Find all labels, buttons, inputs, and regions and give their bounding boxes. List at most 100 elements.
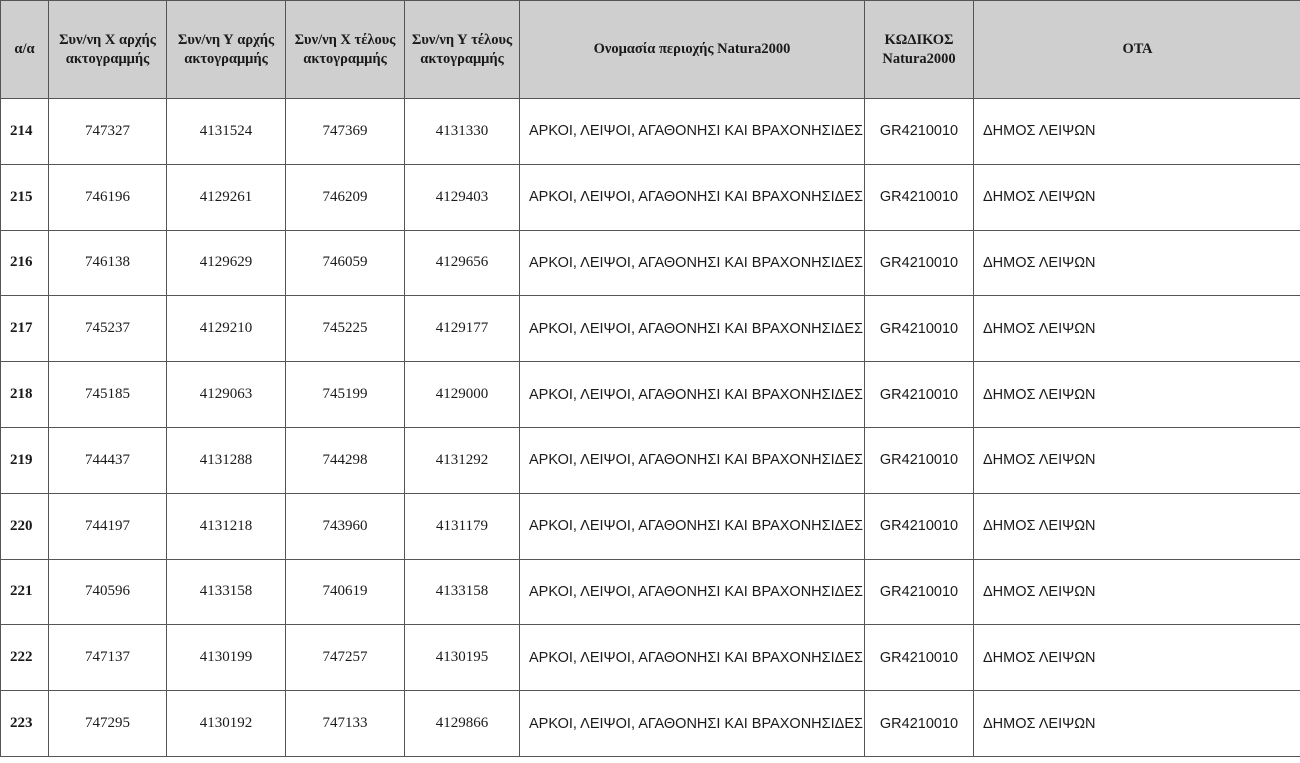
header-row: α/α Συν/νη Χ αρχής ακτογραμμής Συν/νη Υ … (0, 0, 1300, 99)
table-row: 217 745237 4129210 745225 4129177 ΑΡΚΟΙ, ΛΕΙΨ… (0, 295, 1300, 363)
x-end-cell: 743960 (285, 492, 405, 560)
table-row: 215 746196 4129261 746209 4129403 ΑΡΚΟΙ, ΛΕΙΨ… (0, 163, 1300, 231)
area-name-cell: ΑΡΚΟΙ, ΛΕΙΨΟΙ, ΑΓΑΘΟΝΗΣΙ ΚΑΙ ΒΡΑΧΟΝΗΣΙΔΕ… (519, 426, 865, 494)
y-end-cell: 4129403 (404, 163, 520, 231)
row-index-cell: 218 (0, 361, 49, 428)
row-index-cell: 221 (0, 558, 49, 626)
header-y-start: Συν/νη Υ αρχής ακτογραμμής (166, 0, 286, 99)
y-end-cell: 4133158 (404, 558, 520, 626)
x-start-cell: 746196 (48, 163, 167, 231)
row-index-cell: 214 (0, 98, 49, 165)
x-start-cell: 744437 (48, 426, 167, 494)
area-name-cell: ΑΡΚΟΙ, ΛΕΙΨΟΙ, ΑΓΑΘΟΝΗΣΙ ΚΑΙ ΒΡΑΧΟΝΗΣΙΔΕ… (519, 229, 865, 297)
y-end-cell: 4129177 (404, 295, 520, 363)
header-natura-code: ΚΩΔΙΚΟΣ Natura2000 (864, 0, 974, 99)
area-name-cell: ΑΡΚΟΙ, ΛΕΙΨΟΙ, ΑΓΑΘΟΝΗΣΙ ΚΑΙ ΒΡΑΧΟΝΗΣΙΔΕ… (519, 690, 865, 757)
x-end-cell: 746059 (285, 229, 405, 297)
x-start-cell: 744197 (48, 492, 167, 560)
y-end-cell: 4130195 (404, 624, 520, 692)
x-end-cell: 744298 (285, 426, 405, 494)
table-row: 220 744197 4131218 743960 4131179 ΑΡΚΟΙ, ΛΕΙΨ… (0, 492, 1300, 560)
table-row: 214 747327 4131524 747369 4131330 ΑΡΚΟΙ, ΛΕΙΨ… (0, 98, 1300, 165)
area-name-cell: ΑΡΚΟΙ, ΛΕΙΨΟΙ, ΑΓΑΘΟΝΗΣΙ ΚΑΙ ΒΡΑΧΟΝΗΣΙΔΕ… (519, 492, 865, 560)
y-start-cell: 4131218 (166, 492, 286, 560)
area-name-cell: ΑΡΚΟΙ, ΛΕΙΨΟΙ, ΑΓΑΘΟΝΗΣΙ ΚΑΙ ΒΡΑΧΟΝΗΣΙΔΕ… (519, 558, 865, 626)
header-y-end: Συν/νη Υ τέλους ακτογραμμής (404, 0, 520, 99)
municipality-cell: ΔΗΜΟΣ ΛΕΙΨΩΝ (973, 492, 1300, 560)
natura-code-cell: GR4210010 (864, 361, 974, 428)
natura-code-cell: GR4210010 (864, 163, 974, 231)
municipality-cell: ΔΗΜΟΣ ΛΕΙΨΩΝ (973, 558, 1300, 626)
y-start-cell: 4131524 (166, 98, 286, 165)
header-index: α/α (0, 0, 49, 99)
natura-code-cell: GR4210010 (864, 98, 974, 165)
y-end-cell: 4131179 (404, 492, 520, 560)
y-start-cell: 4129261 (166, 163, 286, 231)
y-end-cell: 4131292 (404, 426, 520, 494)
natura-code-cell: GR4210010 (864, 295, 974, 363)
natura-code-cell: GR4210010 (864, 690, 974, 757)
x-start-cell: 747295 (48, 690, 167, 757)
natura-code-cell: GR4210010 (864, 229, 974, 297)
y-start-cell: 4130192 (166, 690, 286, 757)
natura-code-cell: GR4210010 (864, 492, 974, 560)
municipality-cell: ΔΗΜΟΣ ΛΕΙΨΩΝ (973, 426, 1300, 494)
row-index-cell: 223 (0, 690, 49, 757)
y-end-cell: 4129000 (404, 361, 520, 428)
municipality-cell: ΔΗΜΟΣ ΛΕΙΨΩΝ (973, 163, 1300, 231)
row-index-cell: 220 (0, 492, 49, 560)
table-row: 219 744437 4131288 744298 4131292 ΑΡΚΟΙ, ΛΕΙΨ… (0, 426, 1300, 494)
x-end-cell: 745225 (285, 295, 405, 363)
x-end-cell: 747133 (285, 690, 405, 757)
x-end-cell: 740619 (285, 558, 405, 626)
row-index-cell: 215 (0, 163, 49, 231)
area-name-cell: ΑΡΚΟΙ, ΛΕΙΨΟΙ, ΑΓΑΘΟΝΗΣΙ ΚΑΙ ΒΡΑΧΟΝΗΣΙΔΕ… (519, 295, 865, 363)
municipality-cell: ΔΗΜΟΣ ΛΕΙΨΩΝ (973, 98, 1300, 165)
municipality-cell: ΔΗΜΟΣ ΛΕΙΨΩΝ (973, 624, 1300, 692)
y-start-cell: 4129210 (166, 295, 286, 363)
table-row: 216 746138 4129629 746059 4129656 ΑΡΚΟΙ, ΛΕΙΨ… (0, 229, 1300, 297)
area-name-cell: ΑΡΚΟΙ, ΛΕΙΨΟΙ, ΑΓΑΘΟΝΗΣΙ ΚΑΙ ΒΡΑΧΟΝΗΣΙΔΕ… (519, 624, 865, 692)
y-end-cell: 4129866 (404, 690, 520, 757)
row-index-cell: 222 (0, 624, 49, 692)
x-end-cell: 745199 (285, 361, 405, 428)
x-start-cell: 747327 (48, 98, 167, 165)
x-end-cell: 747369 (285, 98, 405, 165)
x-start-cell: 745237 (48, 295, 167, 363)
municipality-cell: ΔΗΜΟΣ ΛΕΙΨΩΝ (973, 229, 1300, 297)
y-start-cell: 4133158 (166, 558, 286, 626)
header-x-end: Συν/νη Χ τέλους ακτογραμμής (285, 0, 405, 99)
x-end-cell: 747257 (285, 624, 405, 692)
row-index-cell: 217 (0, 295, 49, 363)
table-row: 222 747137 4130199 747257 4130195 ΑΡΚΟΙ, ΛΕΙΨ… (0, 624, 1300, 692)
y-end-cell: 4131330 (404, 98, 520, 165)
header-area-name: Ονομασία περιοχής Natura2000 (519, 0, 865, 99)
row-index-cell: 216 (0, 229, 49, 297)
table-row: 223 747295 4130192 747133 4129866 ΑΡΚΟΙ, ΛΕΙΨ… (0, 690, 1300, 757)
x-start-cell: 745185 (48, 361, 167, 428)
y-start-cell: 4131288 (166, 426, 286, 494)
area-name-cell: ΑΡΚΟΙ, ΛΕΙΨΟΙ, ΑΓΑΘΟΝΗΣΙ ΚΑΙ ΒΡΑΧΟΝΗΣΙΔΕ… (519, 163, 865, 231)
x-start-cell: 747137 (48, 624, 167, 692)
y-start-cell: 4129629 (166, 229, 286, 297)
natura-code-cell: GR4210010 (864, 624, 974, 692)
header-municipality: ΟΤΑ (973, 0, 1300, 99)
area-name-cell: ΑΡΚΟΙ, ΛΕΙΨΟΙ, ΑΓΑΘΟΝΗΣΙ ΚΑΙ ΒΡΑΧΟΝΗΣΙΔΕ… (519, 361, 865, 428)
y-start-cell: 4130199 (166, 624, 286, 692)
natura-code-cell: GR4210010 (864, 558, 974, 626)
row-index-cell: 219 (0, 426, 49, 494)
municipality-cell: ΔΗΜΟΣ ΛΕΙΨΩΝ (973, 361, 1300, 428)
x-start-cell: 740596 (48, 558, 167, 626)
natura-code-cell: GR4210010 (864, 426, 974, 494)
y-start-cell: 4129063 (166, 361, 286, 428)
x-end-cell: 746209 (285, 163, 405, 231)
header-x-start: Συν/νη Χ αρχής ακτογραμμής (48, 0, 167, 99)
municipality-cell: ΔΗΜΟΣ ΛΕΙΨΩΝ (973, 690, 1300, 757)
x-start-cell: 746138 (48, 229, 167, 297)
area-name-cell: ΑΡΚΟΙ, ΛΕΙΨΟΙ, ΑΓΑΘΟΝΗΣΙ ΚΑΙ ΒΡΑΧΟΝΗΣΙΔΕ… (519, 98, 865, 165)
y-end-cell: 4129656 (404, 229, 520, 297)
municipality-cell: ΔΗΜΟΣ ΛΕΙΨΩΝ (973, 295, 1300, 363)
table-row: 221 740596 4133158 740619 4133158 ΑΡΚΟΙ, ΛΕΙΨ… (0, 558, 1300, 626)
table-row: 218 745185 4129063 745199 4129000 ΑΡΚΟΙ, ΛΕΙΨ… (0, 361, 1300, 428)
